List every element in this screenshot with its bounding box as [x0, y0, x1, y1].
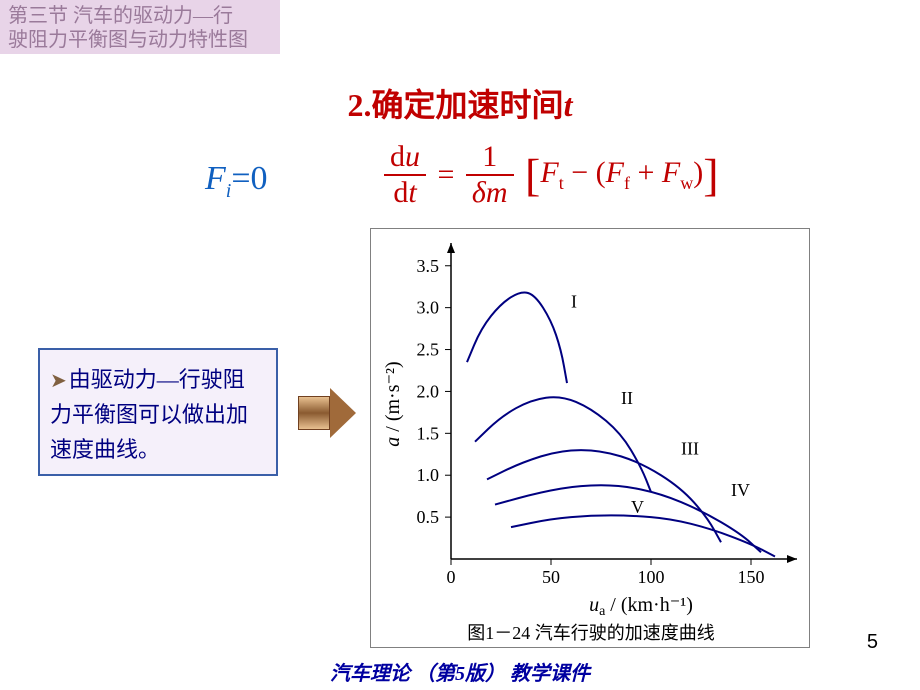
svg-text:II: II [621, 388, 633, 408]
section-header: 第三节 汽车的驱动力—行 驶阻力平衡图与动力特性图 [0, 0, 280, 54]
header-line1: 第三节 汽车的驱动力—行 [8, 4, 272, 28]
svg-text:100: 100 [638, 567, 665, 587]
svg-text:0: 0 [447, 567, 456, 587]
equation-main: du dt = 1 δm [Ft − (Ff + Fw)] [380, 140, 719, 210]
title-prefix: 2.确定加速时间 [348, 87, 564, 123]
svg-text:2.0: 2.0 [417, 381, 440, 401]
page-title: 2.确定加速时间t [0, 80, 920, 126]
svg-text:V: V [631, 497, 644, 517]
note-text: 由驱动力—行驶阻力平衡图可以做出加速度曲线。 [50, 367, 248, 462]
fraction-dudt: du dt [384, 140, 426, 210]
svg-text:I: I [571, 292, 577, 312]
svg-text:150: 150 [738, 567, 765, 587]
bullet-icon: ➤ [50, 370, 67, 392]
svg-text:1.0: 1.0 [417, 465, 440, 485]
svg-text:2.5: 2.5 [417, 340, 440, 360]
acceleration-chart: 0 50 100 150 0.5 1.0 1.5 2.0 2.5 3.0 3.5 a / (m·s⁻²… [370, 228, 810, 648]
header-line2: 驶阻力平衡图与动力特性图 [8, 28, 272, 52]
svg-text:0.5: 0.5 [417, 507, 440, 527]
svg-text:3.0: 3.0 [417, 298, 440, 318]
svg-text:图1－24 汽车行驶的加速度曲线: 图1－24 汽车行驶的加速度曲线 [467, 623, 715, 643]
note-box: ➤由驱动力—行驶阻力平衡图可以做出加速度曲线。 [38, 348, 278, 476]
fraction-1dm: 1 δm [466, 140, 514, 210]
title-var: t [564, 87, 573, 123]
svg-text:ua / (km·h⁻¹): ua / (km·h⁻¹) [589, 594, 693, 619]
page-number: 5 [867, 631, 878, 654]
footer-text: 汽车理论 （第5版） 教学课件 [0, 657, 920, 686]
eq-F: F [205, 160, 226, 197]
svg-text:50: 50 [542, 567, 560, 587]
svg-text:a / (m·s⁻²): a / (m·s⁻²) [382, 361, 404, 446]
eq-eq0: =0 [231, 160, 267, 197]
arrow-icon [298, 388, 356, 438]
svg-text:3.5: 3.5 [417, 256, 440, 276]
svg-text:IV: IV [731, 480, 750, 500]
svg-text:1.5: 1.5 [417, 423, 440, 443]
chart-svg: 0 50 100 150 0.5 1.0 1.5 2.0 2.5 3.0 3.5 a / (m·s⁻²… [371, 229, 811, 649]
equation-fi: Fi=0 [205, 160, 268, 203]
svg-text:III: III [681, 438, 699, 458]
